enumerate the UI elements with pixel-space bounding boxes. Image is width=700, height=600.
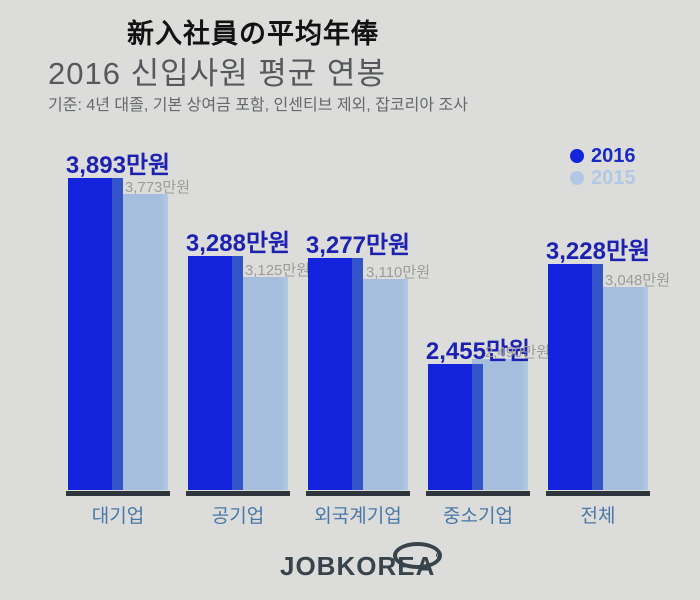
value-label-2015-공기업: 3,125만원 [244,262,310,279]
bar-overlap-중소기업 [472,364,483,490]
bar-2016-전체 [548,264,592,490]
value-label-2016-중소기업: 2,455만원 [425,338,531,365]
category-label-중소기업: 중소기업 [443,506,513,527]
bar-overlap-대기업 [112,178,123,490]
axis-baseline-중소기업 [426,491,530,496]
logo-ellipse-icon [393,542,442,569]
category-label-전체: 전체 [580,506,616,527]
chart-subtitle: 기준: 4년 대졸, 기본 상여금 포함, 인센티브 제외, 잡코리아 조사 [48,97,468,114]
bar-overlap-외국계기업 [352,258,363,490]
value-label-2016-외국계기업: 3,277만원 [305,232,411,259]
value-label-2015-외국계기업: 3,110만원 [365,264,430,281]
legend: 2016 2015 [570,145,636,188]
legend-label-2016: 2016 [591,144,636,167]
bar-overlap-전체 [592,264,603,490]
value-label-2016-전체: 3,228만원 [545,238,651,265]
category-label-대기업: 대기업 [91,506,145,527]
bar-2016-외국계기업 [308,258,352,490]
axis-baseline-공기업 [186,491,290,496]
bar-overlap-공기업 [232,256,243,490]
axis-baseline-외국계기업 [306,491,410,496]
category-label-외국계기업: 외국계기업 [314,506,402,527]
legend-dot-2015-icon [570,170,584,185]
axis-baseline-대기업 [66,491,170,496]
japanese-title: 新入社員の平均年俸 [127,19,379,49]
legend-dot-2016-icon [570,148,584,163]
bar-2016-대기업 [68,178,112,490]
legend-item-2015: 2015 [570,167,636,188]
legend-label-2015: 2015 [591,166,636,189]
bar-2016-공기업 [188,256,232,490]
value-label-2015-대기업: 3,773만원 [124,179,190,196]
value-label-2015-중소기업: 2,490만원 [484,344,550,361]
korean-title: 2016 신입사원 평균 연봉 [48,56,386,91]
legend-item-2016: 2016 [570,145,636,166]
category-label-공기업: 공기업 [211,506,265,527]
axis-baseline-전체 [546,491,650,496]
value-label-2016-공기업: 3,288만원 [185,230,291,257]
value-label-2015-전체: 3,048만원 [604,272,670,289]
value-label-2016-대기업: 3,893만원 [65,152,171,179]
bar-2016-중소기업 [428,364,472,490]
